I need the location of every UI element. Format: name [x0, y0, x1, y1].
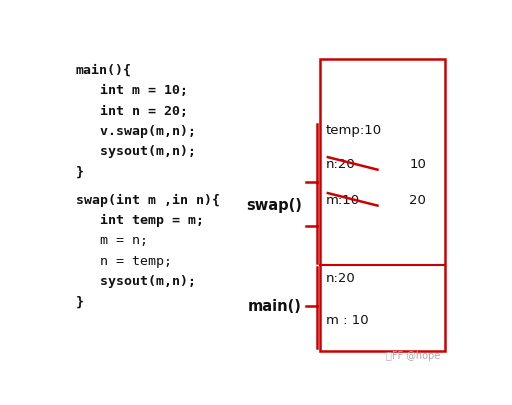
Text: }: }	[76, 295, 84, 308]
Text: n:20: n:20	[326, 158, 356, 171]
Text: int n = 20;: int n = 20;	[76, 104, 188, 117]
Text: m:10: m:10	[326, 193, 360, 206]
Text: m : 10: m : 10	[326, 313, 369, 326]
Text: n = temp;: n = temp;	[76, 254, 172, 267]
FancyBboxPatch shape	[320, 60, 445, 351]
Text: v.swap(m,n);: v.swap(m,n);	[76, 125, 196, 138]
Text: main(){: main(){	[76, 64, 132, 77]
Text: sysout(m,n);: sysout(m,n);	[76, 275, 196, 288]
Text: m = n;: m = n;	[76, 234, 148, 247]
Text: 10: 10	[409, 158, 426, 171]
Text: n:20: n:20	[326, 271, 356, 284]
Text: swap(int m ,in n){: swap(int m ,in n){	[76, 193, 220, 207]
Text: }: }	[76, 165, 84, 178]
Text: main(): main()	[247, 298, 301, 313]
Text: 知FF @hope: 知FF @hope	[386, 350, 440, 360]
Text: int temp = m;: int temp = m;	[76, 213, 204, 227]
Text: swap(): swap()	[246, 197, 302, 212]
Text: int m = 10;: int m = 10;	[76, 84, 188, 97]
Text: 20: 20	[409, 193, 426, 206]
Text: sysout(m,n);: sysout(m,n);	[76, 145, 196, 158]
Text: temp:10: temp:10	[326, 123, 382, 136]
